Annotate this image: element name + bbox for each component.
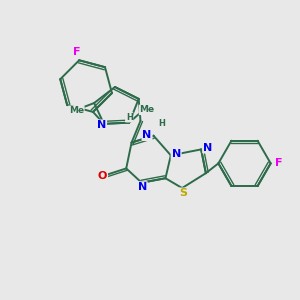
Text: N: N [142, 130, 152, 140]
Text: F: F [275, 158, 283, 168]
Text: H: H [158, 119, 165, 128]
Text: Me: Me [140, 105, 154, 114]
Text: N: N [172, 149, 181, 159]
Text: S: S [179, 188, 187, 198]
Text: N: N [203, 142, 212, 153]
Text: F: F [73, 47, 80, 57]
Text: O: O [98, 171, 107, 181]
Text: N: N [97, 120, 106, 130]
Text: Me: Me [69, 106, 84, 115]
Text: N: N [138, 182, 147, 192]
Text: H: H [126, 113, 133, 122]
